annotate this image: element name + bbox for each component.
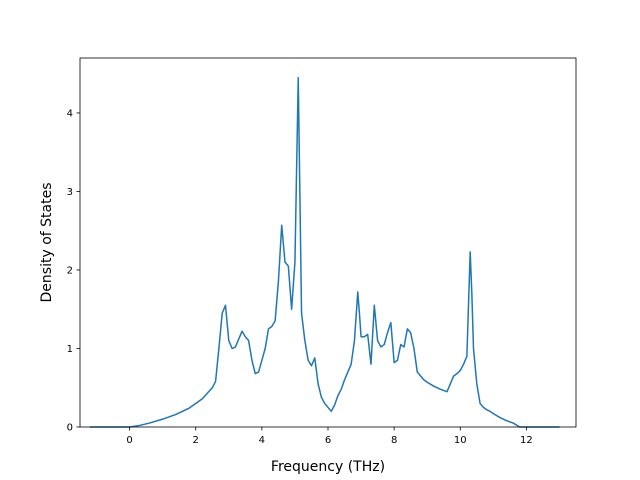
x-tick-label: 10 (454, 435, 467, 446)
x-tick-label: 6 (325, 435, 331, 446)
y-tick-label: 0 (67, 423, 73, 434)
y-tick-label: 1 (67, 344, 73, 355)
y-tick-label: 4 (67, 108, 73, 119)
x-tick-label: 4 (259, 435, 265, 446)
x-tick-label: 2 (193, 435, 199, 446)
y-axis-label: Density of States (39, 183, 55, 303)
series-layer (89, 76, 560, 428)
x-tick-label: 12 (520, 435, 533, 446)
x-axis-label: Frequency (THz) (271, 459, 385, 475)
series-line-0 (89, 76, 560, 428)
x-tick-label: 0 (126, 435, 132, 446)
y-tick-label: 2 (67, 265, 73, 276)
x-tick-label: 8 (391, 435, 397, 446)
y-tick-label: 3 (67, 187, 73, 198)
